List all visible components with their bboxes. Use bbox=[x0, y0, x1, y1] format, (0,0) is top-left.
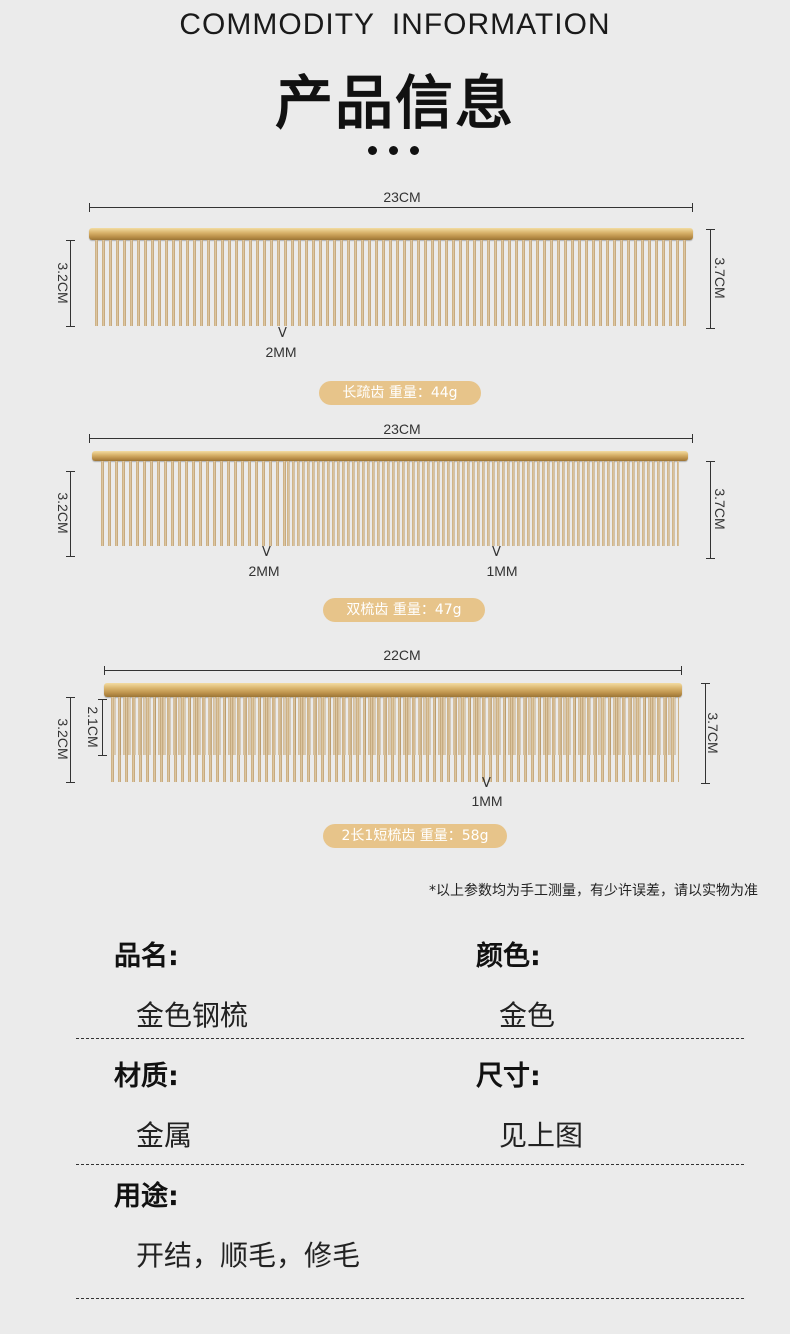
comb-1-right-height: 3.7CM bbox=[712, 257, 728, 299]
material-label: 材质: bbox=[114, 1061, 179, 1092]
title-english: COMMODITY INFORMATION bbox=[179, 8, 611, 41]
divider-2 bbox=[76, 1164, 744, 1165]
comb-2-wide-teeth bbox=[101, 461, 287, 546]
comb-2-fine-teeth bbox=[287, 461, 679, 546]
name-value: 金色钢梳 bbox=[136, 999, 249, 1032]
comb-3-badge: 2长1短梳齿 重量：58g bbox=[323, 824, 507, 848]
comb-2-tooth-gap-fine-label: 1MM bbox=[486, 563, 518, 579]
comb-2-spine bbox=[92, 451, 688, 461]
title-chinese: 产品信息 bbox=[274, 69, 515, 137]
comb-3-spine bbox=[104, 683, 682, 697]
comb-3-left-height: 3.2CM bbox=[55, 718, 71, 760]
comb-2-tooth-marker-fine: V bbox=[492, 545, 501, 560]
size-label: 尺寸: bbox=[476, 1061, 541, 1092]
comb-3-right-height: 3.7CM bbox=[705, 712, 721, 754]
comb-1-width-label: 23CM bbox=[383, 189, 421, 205]
color-label: 颜色: bbox=[476, 941, 541, 972]
comb-1-left-height: 3.2CM bbox=[55, 262, 71, 304]
comb-2-badge: 双梳齿 重量：47g bbox=[323, 598, 485, 622]
name-label: 品名: bbox=[114, 941, 179, 972]
comb-2-tooth-marker-wide: V bbox=[262, 545, 271, 560]
comb-1-spine bbox=[89, 228, 693, 240]
material-value: 金属 bbox=[136, 1119, 193, 1152]
comb-3-tooth-marker: V bbox=[482, 776, 491, 791]
comb-1-tooth-gap-label: 2MM bbox=[265, 344, 297, 360]
size-value: 见上图 bbox=[499, 1119, 584, 1152]
color-value: 金色 bbox=[499, 999, 556, 1032]
comb-3-inner-height: 2.1CM bbox=[85, 706, 101, 748]
comb-1-badge: 长疏齿 重量：44g bbox=[319, 381, 481, 405]
comb-2-width-label: 23CM bbox=[383, 421, 421, 437]
comb-2-right-height: 3.7CM bbox=[712, 488, 728, 530]
comb-3-tooth-gap-label: 1MM bbox=[471, 793, 503, 809]
usage-value: 开结，顺毛，修毛 bbox=[136, 1239, 361, 1272]
comb-2-tooth-gap-wide-label: 2MM bbox=[248, 563, 280, 579]
comb-2-left-height: 3.2CM bbox=[55, 492, 71, 534]
decorative-dots bbox=[368, 146, 428, 156]
divider-1 bbox=[76, 1038, 744, 1039]
divider-3 bbox=[76, 1298, 744, 1299]
comb-1-teeth bbox=[95, 240, 687, 326]
comb-3-short-teeth bbox=[113, 697, 677, 755]
measurement-note: *以上参数均为手工测量，有少许误差，请以实物为准 bbox=[429, 883, 758, 899]
comb-3-width-label: 22CM bbox=[383, 647, 421, 663]
comb-1-tooth-marker: V bbox=[278, 326, 287, 341]
usage-label: 用途: bbox=[114, 1181, 179, 1212]
